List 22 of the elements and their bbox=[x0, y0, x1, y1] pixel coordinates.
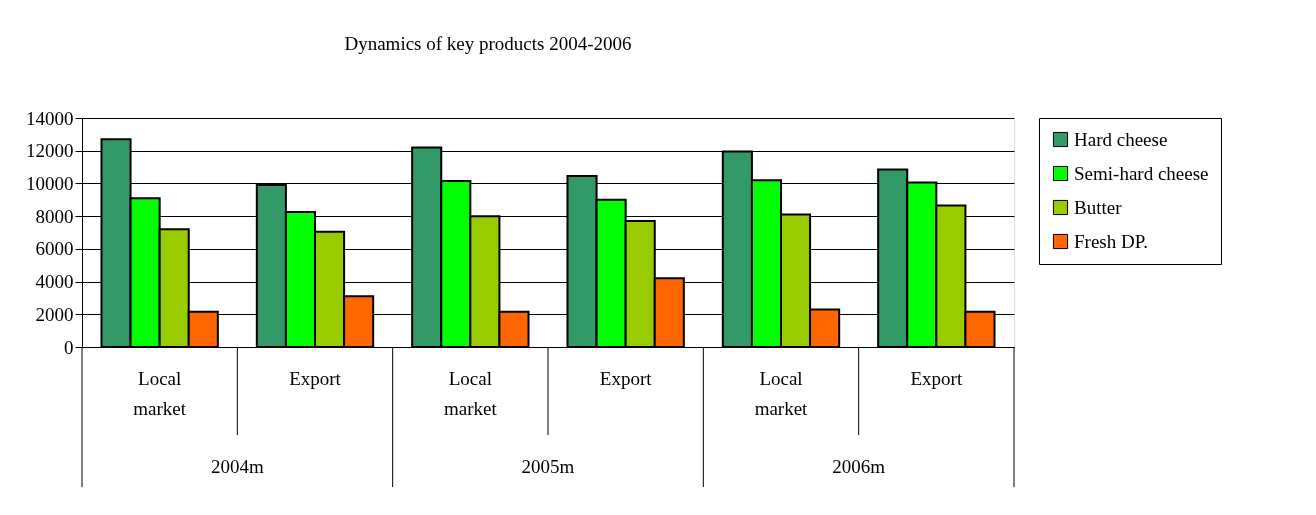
x-tick-label: Export bbox=[289, 367, 342, 389]
chart-title: Dynamics of key products 2004-2006 bbox=[344, 33, 632, 54]
legend-label: Fresh DP. bbox=[1074, 230, 1148, 252]
text: 2004m bbox=[210, 456, 264, 477]
x-tick-label: Local market bbox=[754, 367, 809, 419]
x-tick-label: Export bbox=[599, 367, 653, 389]
legend-label: Hard cheese bbox=[1074, 128, 1168, 150]
y-tick-label: 4000 bbox=[35, 271, 74, 293]
y-tick-label: 8000 bbox=[35, 205, 74, 227]
x-tick-label: Local market bbox=[133, 367, 187, 419]
y-tick-label: 12000 bbox=[26, 140, 74, 162]
x-tick-label: Local market bbox=[443, 367, 498, 419]
y-tick-label: 2000 bbox=[35, 303, 74, 325]
text: 2006m bbox=[832, 456, 886, 477]
y-tick-label: 10000 bbox=[26, 172, 74, 194]
text: 2005m bbox=[521, 456, 575, 477]
y-tick-label: 6000 bbox=[35, 238, 74, 260]
y-tick-label: 14000 bbox=[26, 107, 74, 129]
x-tick-label: Export bbox=[910, 367, 963, 389]
legend-label: Butter bbox=[1074, 196, 1123, 218]
y-tick-label: 0 bbox=[64, 336, 74, 358]
legend-label: Semi-hard cheese bbox=[1074, 162, 1209, 184]
